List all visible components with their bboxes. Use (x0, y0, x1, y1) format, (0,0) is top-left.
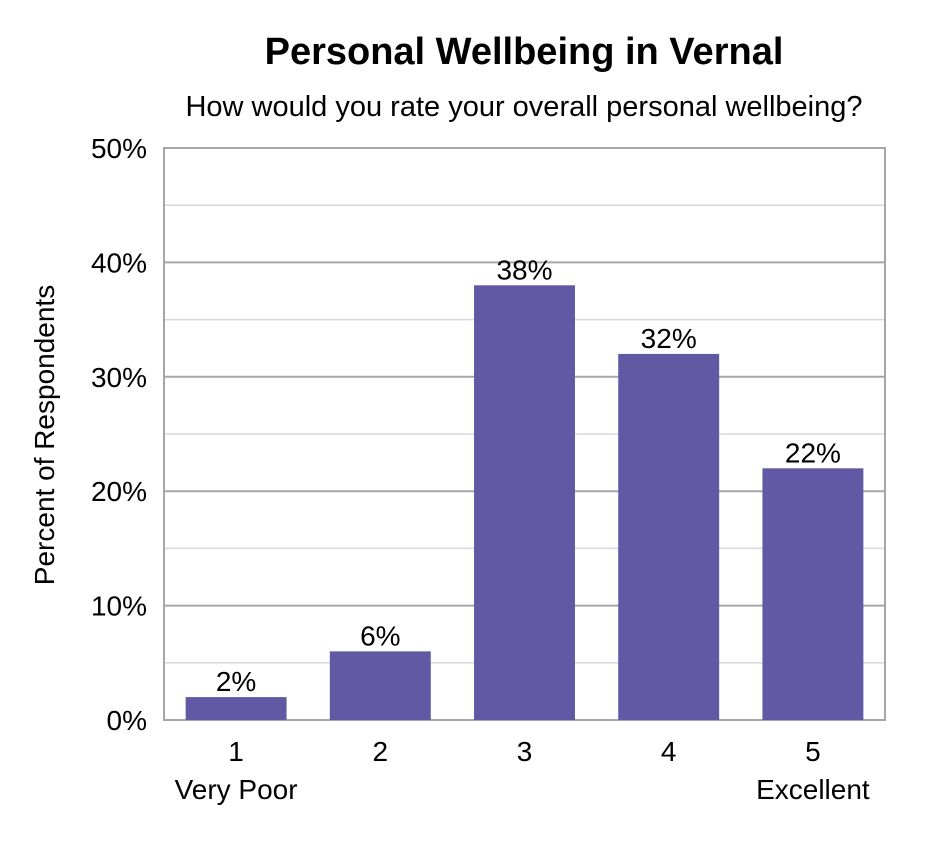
data-label: 22% (785, 437, 841, 468)
y-axis-label: Percent of Respondents (29, 285, 60, 585)
x-tick-sublabel: Excellent (756, 774, 870, 805)
x-tick-label: 1 (228, 736, 244, 767)
x-axis-ticks: 1 Very Poor 2 3 4 5 Excellent (175, 736, 870, 805)
y-tick-label: 20% (91, 476, 147, 507)
data-label: 38% (496, 254, 552, 285)
x-tick-label: 3 (517, 736, 533, 767)
bars (185, 285, 864, 720)
bar (762, 468, 864, 720)
y-axis-ticks: 0% 10% 20% 30% 40% 50% (91, 133, 147, 736)
y-tick-label: 30% (91, 362, 147, 393)
y-tick-label: 50% (91, 133, 147, 164)
data-labels: 2% 6% 38% 32% 22% (216, 254, 841, 697)
x-tick-label: 4 (661, 736, 677, 767)
bar (329, 651, 431, 720)
x-tick-label: 2 (373, 736, 389, 767)
y-tick-label: 10% (91, 591, 147, 622)
data-label: 2% (216, 666, 256, 697)
y-tick-label: 0% (107, 705, 147, 736)
bar (474, 285, 575, 720)
data-label: 32% (641, 323, 697, 354)
x-tick-label: 5 (805, 736, 821, 767)
bar (618, 353, 720, 720)
data-label: 6% (360, 620, 400, 651)
x-tick-sublabel: Very Poor (175, 774, 298, 805)
y-tick-label: 40% (91, 247, 147, 278)
bar (185, 697, 287, 720)
chart-subtitle: How would you rate your overall personal… (185, 91, 862, 123)
chart-title: Personal Wellbeing in Vernal (265, 31, 784, 73)
